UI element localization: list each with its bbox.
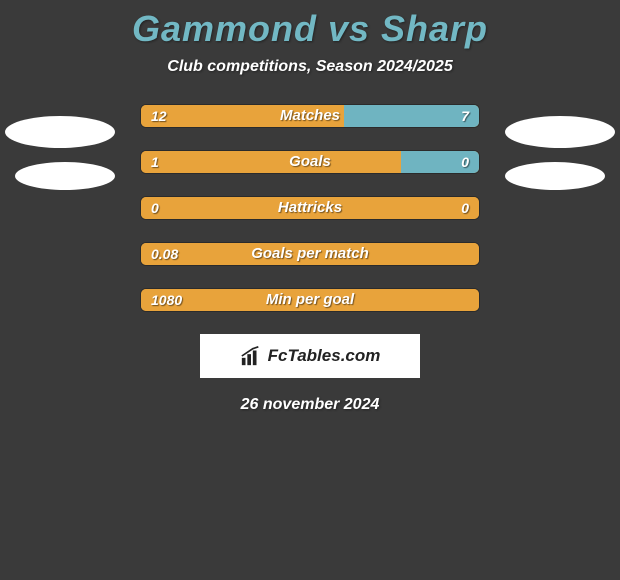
stat-row: Matches12 7 xyxy=(140,104,480,128)
stat-label: Matches xyxy=(141,105,479,127)
stat-row: Hattricks0 0 xyxy=(140,196,480,220)
stat-row: Goals per match0.08 xyxy=(140,242,480,266)
stat-left-value: 0.08 xyxy=(151,243,178,265)
brand-label: FcTables.com xyxy=(268,346,381,366)
stat-right-value: 0 xyxy=(461,151,469,173)
subtitle: Club competitions, Season 2024/2025 xyxy=(0,58,620,76)
stat-label: Hattricks xyxy=(141,197,479,219)
bar-chart-icon xyxy=(240,345,262,367)
stat-row: Goals1 0 xyxy=(140,150,480,174)
stat-row: Min per goal1080 xyxy=(140,288,480,312)
stat-left-value: 1080 xyxy=(151,289,182,311)
stat-left-value: 1 xyxy=(151,151,159,173)
player-right-shadow xyxy=(505,162,605,190)
player-right-avatar-placeholder xyxy=(505,116,615,148)
stat-right-value: 0 xyxy=(461,197,469,219)
player-left-shadow xyxy=(15,162,115,190)
page-title: Gammond vs Sharp xyxy=(0,8,620,50)
stats-area: Matches127Goals10Hattricks00Goals per ma… xyxy=(0,104,620,312)
stat-label: Goals xyxy=(141,151,479,173)
stat-right-value: 7 xyxy=(461,105,469,127)
player-left-avatar-placeholder xyxy=(5,116,115,148)
comparison-infographic: Gammond vs Sharp Club competitions, Seas… xyxy=(0,0,620,580)
stat-label: Goals per match xyxy=(141,243,479,265)
stat-label: Min per goal xyxy=(141,289,479,311)
stat-left-value: 12 xyxy=(151,105,167,127)
branding-box: FcTables.com xyxy=(200,334,420,378)
date-label: 26 november 2024 xyxy=(0,396,620,414)
comparison-bars: Matches127Goals10Hattricks00Goals per ma… xyxy=(140,104,480,312)
stat-left-value: 0 xyxy=(151,197,159,219)
